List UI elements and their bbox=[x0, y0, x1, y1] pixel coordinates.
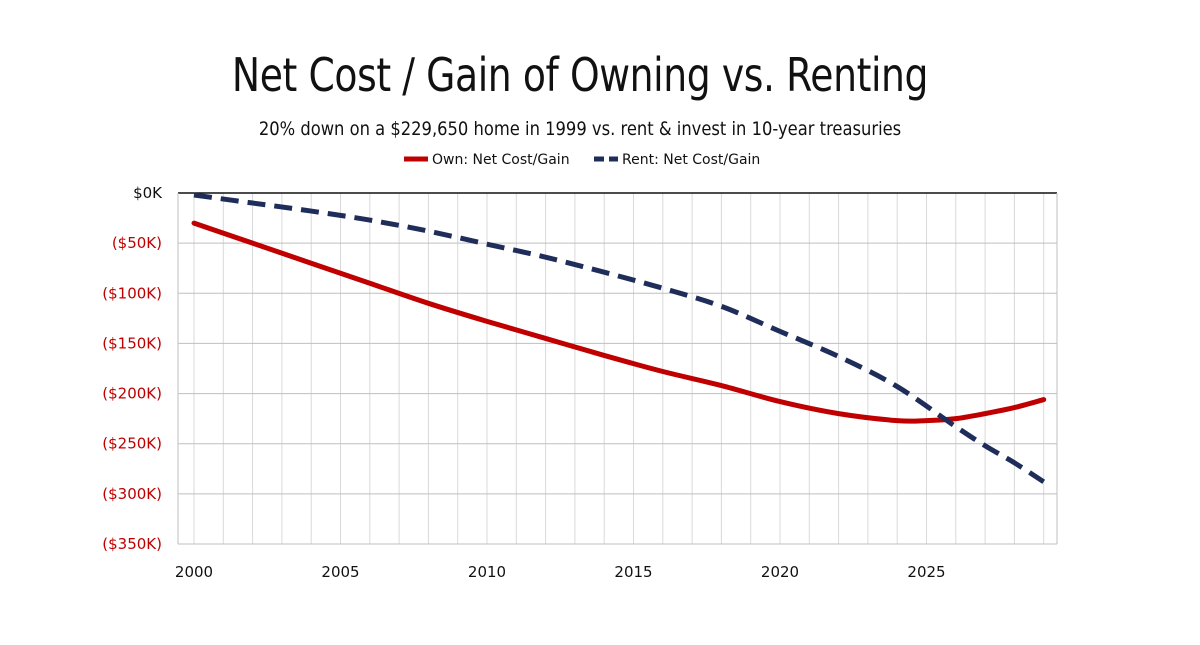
y-tick-label: ($50K) bbox=[112, 234, 162, 252]
y-tick-label: ($150K) bbox=[102, 334, 162, 352]
y-tick-label: ($350K) bbox=[102, 535, 162, 553]
legend: Own: Net Cost/Gain Rent: Net Cost/Gain bbox=[404, 152, 760, 168]
legend-label-own: Own: Net Cost/Gain bbox=[432, 152, 570, 168]
chart-title: Net Cost / Gain of Owning vs. Renting bbox=[231, 48, 929, 102]
grid-lines bbox=[178, 192, 1057, 545]
y-tick-label: ($250K) bbox=[102, 435, 162, 453]
legend-label-rent: Rent: Net Cost/Gain bbox=[622, 152, 760, 168]
x-tick-label: 2020 bbox=[761, 563, 799, 581]
x-tick-label: 2000 bbox=[175, 563, 213, 581]
y-tick-label: $0K bbox=[133, 184, 163, 202]
x-tick-label: 2005 bbox=[321, 563, 359, 581]
x-tick-label: 2010 bbox=[468, 563, 506, 581]
y-tick-label: ($200K) bbox=[102, 385, 162, 403]
y-tick-labels: $0K ($50K) ($100K) ($150K) ($200K) ($250K) ($3… bbox=[102, 184, 163, 553]
x-tick-label: 2025 bbox=[907, 563, 945, 581]
y-tick-label: ($300K) bbox=[102, 485, 162, 503]
x-tick-labels: 2000 2005 2010 2015 2020 2025 bbox=[175, 563, 946, 581]
rent-series-line bbox=[193, 192, 1046, 484]
chart-subtitle: 20% down on a $229,650 home in 1999 vs. … bbox=[258, 118, 902, 140]
own-series-line bbox=[191, 220, 1047, 424]
series-lines bbox=[191, 192, 1047, 484]
y-tick-label: ($100K) bbox=[102, 284, 162, 302]
x-tick-label: 2015 bbox=[614, 563, 652, 581]
axes bbox=[177, 193, 1058, 544]
